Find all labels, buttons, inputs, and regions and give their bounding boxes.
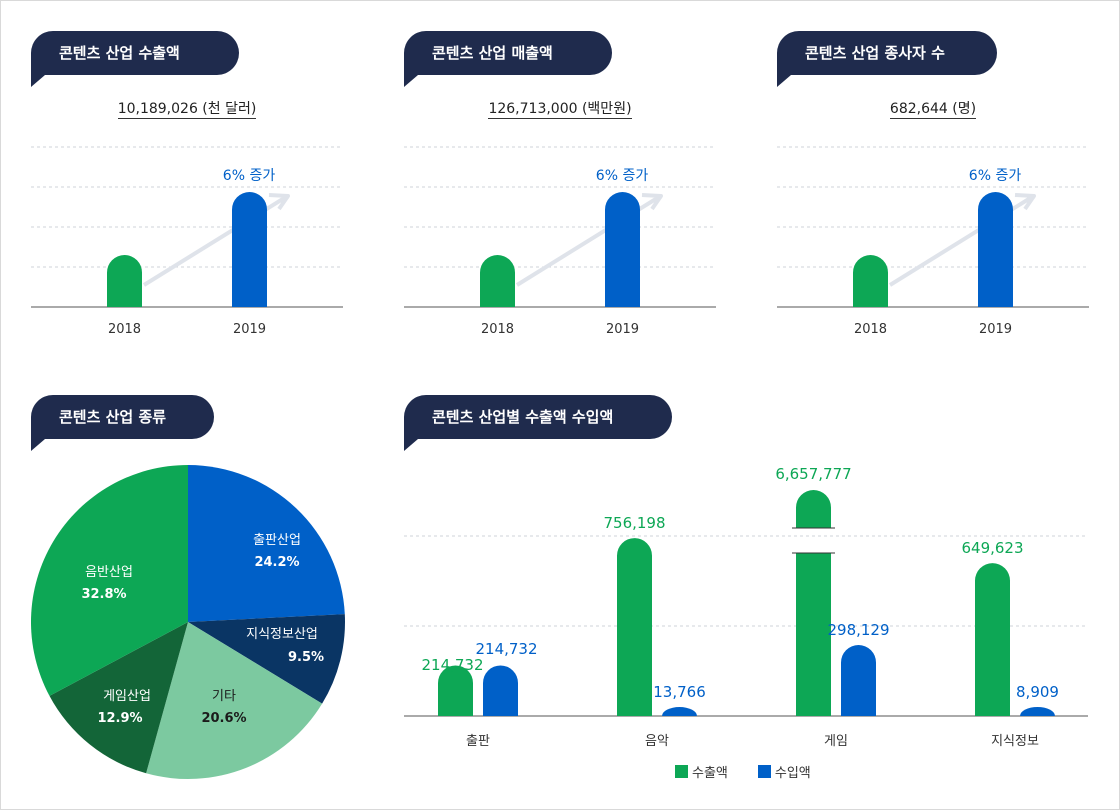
pie-slice: [49, 622, 188, 774]
panel-title: 콘텐츠 산업 수출액: [59, 44, 180, 62]
panel-stat-value: 126,713,000 (백만원): [488, 101, 632, 119]
bar-수입액: [483, 665, 518, 716]
bar-수출액: [617, 538, 652, 716]
pie-slice: [188, 465, 345, 622]
growth-label: 6% 증가: [969, 168, 1022, 184]
bar-2018: [480, 255, 515, 307]
bar-2018: [107, 255, 142, 307]
x-tick-label: 2019: [979, 322, 1012, 337]
pie-section-tab: 콘텐츠 산업 종류: [31, 395, 214, 451]
bar-legend: 수출액 수입액: [675, 762, 811, 781]
bar-value-label: 13,766: [653, 683, 706, 701]
bar-section-tab: 콘텐츠 산업별 수출액 수입액: [404, 395, 672, 451]
bar-value-label: 298,129: [827, 621, 889, 639]
bar-수출액: [975, 563, 1010, 716]
x-tick-label: 출판: [466, 734, 490, 749]
growth-chart-1: 2018 2019 6% 증가: [31, 146, 343, 337]
pie-slice-label: 음반산업: [85, 565, 133, 580]
legend-export-label: 수출액: [692, 766, 728, 781]
panel-tab-1: 콘텐츠 산업 수출액: [31, 31, 239, 87]
bar-2019: [605, 192, 640, 307]
bar-section-title: 콘텐츠 산업별 수출액 수입액: [432, 408, 614, 426]
pie-slice-percent: 12.9%: [97, 711, 142, 726]
bar-2019: [978, 192, 1013, 307]
bar-value-label: 649,623: [961, 539, 1023, 557]
pie-slice-label: 게임산업: [103, 689, 151, 704]
x-tick-label: 게임: [824, 734, 848, 749]
bar-value-label: 214,732: [475, 640, 537, 658]
bar-value-label: 6,657,777: [775, 465, 851, 483]
panel-tab-3: 콘텐츠 산업 종사자 수: [777, 31, 997, 87]
pie-slice-label: 출판산업: [253, 533, 301, 548]
x-tick-label: 2019: [606, 322, 639, 337]
panel-title: 콘텐츠 산업 매출액: [432, 44, 553, 62]
bar-2018: [853, 255, 888, 307]
panel-stat-value: 682,644 (명): [889, 101, 977, 119]
bar-value-label: 214,732: [421, 656, 483, 674]
bar-lower-segment: [796, 553, 831, 716]
bar-upper-segment: [796, 490, 831, 528]
legend-import-label: 수입액: [774, 766, 811, 781]
pie-section-title: 콘텐츠 산업 종류: [59, 408, 167, 426]
bar-value-label: 756,198: [603, 514, 665, 532]
pie-slice-percent: 32.8%: [81, 587, 126, 602]
pie-slice-percent: 24.2%: [254, 555, 299, 570]
pie-chart: 출판산업 24.2% 지식정보산업 9.5% 기타 20.6% 게임산업 12.9% 음반산업 3…: [30, 465, 345, 779]
pie-slice-label: 지식정보산업: [246, 627, 318, 642]
pie-slice: [188, 614, 345, 704]
x-tick-label: 2018: [108, 322, 141, 337]
growth-chart-2: 2018 2019 6% 증가: [404, 146, 716, 337]
pie-slice-percent: 20.6%: [201, 711, 246, 726]
panel-stat: 10,189,026 (천 달러): [31, 98, 343, 119]
bar-수입액: [1020, 707, 1055, 716]
growth-label: 6% 증가: [223, 168, 276, 184]
growth-chart-3: 2018 2019 6% 증가: [777, 146, 1089, 337]
pie-slice: [30, 465, 188, 696]
panel-stat: 682,644 (명): [777, 98, 1089, 119]
x-tick-label: 2019: [233, 322, 266, 337]
panel-stat-value: 10,189,026 (천 달러): [117, 101, 257, 119]
pie-slice-label: 기타: [212, 689, 236, 704]
pie-slice: [146, 622, 323, 779]
x-tick-label: 2018: [481, 322, 514, 337]
bar-수입액: [662, 707, 697, 716]
bar-수입액: [841, 645, 876, 716]
growth-label: 6% 증가: [596, 168, 649, 184]
bar-2019: [232, 192, 267, 307]
bar-value-label: 8,909: [1016, 683, 1059, 701]
legend-export: 수출액: [675, 762, 728, 781]
panel-tab-2: 콘텐츠 산업 매출액: [404, 31, 612, 87]
legend-import: 수입액: [757, 762, 811, 781]
panel-stat: 126,713,000 (백만원): [404, 98, 716, 119]
panel-title: 콘텐츠 산업 종사자 수: [805, 44, 945, 62]
bar-수출액: [438, 665, 473, 716]
pie-slice-percent: 9.5%: [288, 650, 324, 665]
x-tick-label: 음악: [645, 734, 669, 749]
x-tick-label: 지식정보: [991, 734, 1039, 749]
x-tick-label: 2018: [854, 322, 887, 337]
